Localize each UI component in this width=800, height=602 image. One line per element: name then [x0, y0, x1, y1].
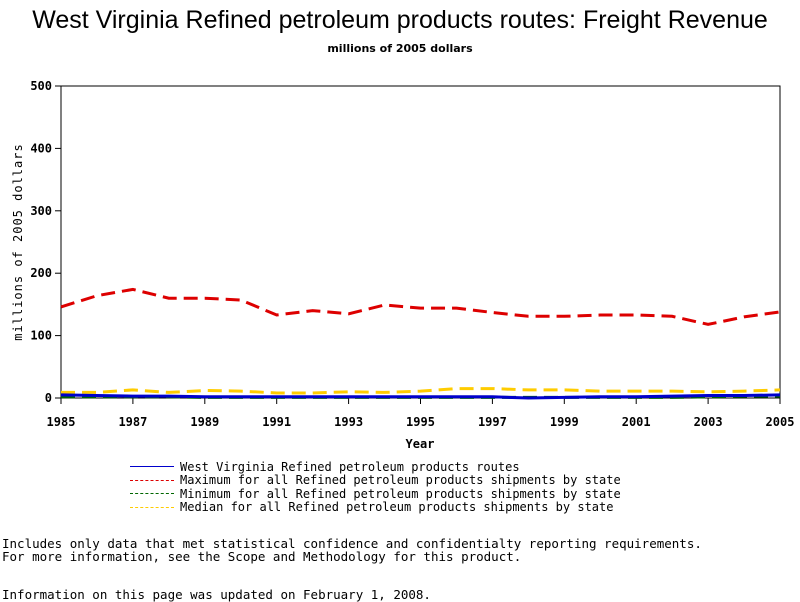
legend: West Virginia Refined petroleum products… [130, 460, 621, 514]
legend-label: West Virginia Refined petroleum products… [180, 459, 520, 474]
y-tick-label: 200 [30, 266, 52, 280]
legend-item: Maximum for all Refined petroleum produc… [130, 473, 621, 488]
x-tick-label: 1997 [478, 415, 507, 429]
footnote-confidentiality: Includes only data that met statistical … [2, 536, 702, 551]
legend-label: Median for all Refined petroleum product… [180, 500, 614, 515]
series-line-1 [60, 287, 781, 326]
x-tick-label: 1993 [334, 415, 363, 429]
x-tick-label: 2005 [766, 415, 795, 429]
plot-area-frame [60, 85, 781, 399]
legend-item: Median for all Refined petroleum product… [130, 500, 621, 515]
legend-swatch [130, 506, 174, 508]
y-tick-label: 0 [45, 391, 52, 405]
x-tick-label: 1987 [118, 415, 147, 429]
legend-item: West Virginia Refined petroleum products… [130, 460, 621, 474]
y-axis: 0 100 200 300 400 500 [30, 79, 61, 405]
x-tick-label: 1989 [190, 415, 219, 429]
chart-title: West Virginia Refined petroleum products… [32, 6, 768, 34]
x-axis-label: Year [406, 437, 435, 451]
x-axis: 1985 1987 1989 1991 1993 1995 1997 1999 2001 2003… [47, 398, 795, 429]
y-tick-label: 100 [30, 329, 52, 343]
legend-swatch [130, 479, 174, 481]
legend-swatch [130, 466, 174, 468]
chart-subtitle: millions of 2005 dollars [327, 42, 473, 55]
footnote-methodology: For more information, see the Scope and … [2, 549, 522, 564]
y-tick-label: 400 [30, 141, 52, 155]
x-tick-label: 1991 [262, 415, 291, 429]
x-tick-label: 1999 [550, 415, 579, 429]
series-lines [60, 287, 781, 400]
y-tick-label: 300 [30, 204, 52, 218]
x-tick-label: 1985 [47, 415, 76, 429]
series-line-0 [60, 393, 781, 400]
footnote-updated: Information on this page was updated on … [2, 587, 431, 602]
x-tick-label: 1995 [406, 415, 435, 429]
series-line-3 [61, 387, 781, 395]
legend-item: Minimum for all Refined petroleum produc… [130, 487, 621, 501]
legend-label: Minimum for all Refined petroleum produc… [180, 486, 621, 501]
y-tick-label: 500 [30, 79, 52, 93]
y-axis-label: millions of 2005 dollars [11, 143, 25, 340]
x-tick-label: 2001 [622, 415, 651, 429]
legend-swatch [130, 493, 174, 495]
legend-label: Maximum for all Refined petroleum produc… [180, 473, 621, 488]
x-tick-label: 2003 [694, 415, 723, 429]
